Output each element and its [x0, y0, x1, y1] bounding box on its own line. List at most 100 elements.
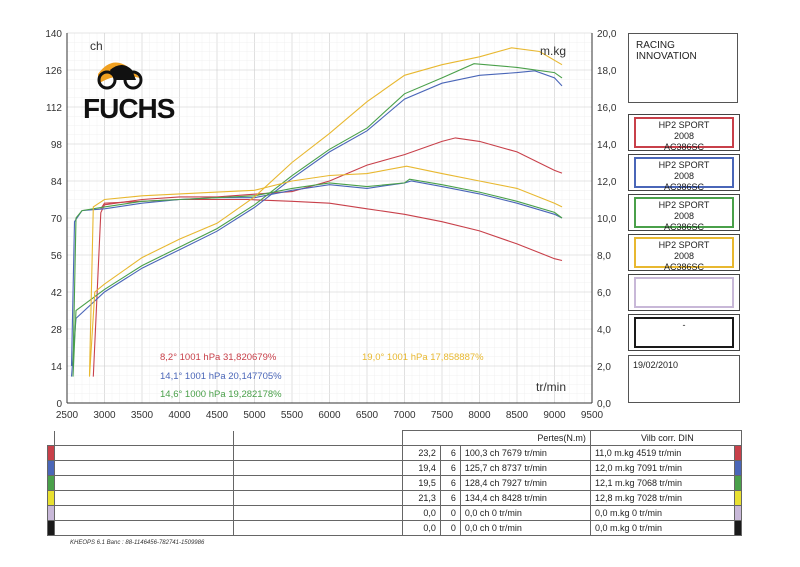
x-tick-label: 8000: [468, 410, 491, 421]
row-color-right: [734, 475, 742, 491]
torque-curve-4: [88, 165, 563, 376]
y-left-tick-label: 0: [56, 399, 62, 410]
row-blank-2: [233, 505, 403, 521]
legend-swatch: HP2 SPORT 2008 AC386SC: [634, 157, 734, 192]
row-count: 6: [439, 475, 461, 491]
row-power: 128,4 ch 7927 tr/min: [459, 475, 591, 491]
y-left-tick-label: 112: [46, 103, 62, 114]
x-tick-label: 2500: [56, 410, 79, 421]
row-power: 0,0 ch 0 tr/min: [459, 505, 591, 521]
row-blank-1: [54, 490, 234, 506]
legend-swatch: [634, 277, 734, 308]
y-left-tick-label: 42: [51, 288, 63, 299]
legend-line1: HP2 SPORT: [658, 120, 710, 130]
row-power: 0,0 ch 0 tr/min: [459, 520, 591, 536]
row-torque: 12,8 m.kg 7028 tr/min: [589, 490, 736, 506]
x-tick-label: 3500: [131, 410, 154, 421]
row-color-right: [734, 520, 742, 536]
row-torque: 12,0 m.kg 7091 tr/min: [589, 460, 736, 476]
legend-line2: 2008: [673, 171, 695, 181]
legend-line1: HP2 SPORT: [658, 160, 710, 170]
legend: HP2 SPORT 2008 AC386SC HP2 SPORT 2008 AC386SC…: [628, 114, 740, 354]
legend-line3: AC386SC: [663, 182, 705, 192]
date-box: 19/02/2010: [628, 355, 740, 403]
row-count: 0: [439, 520, 461, 536]
legend-item: -: [628, 314, 740, 351]
footer-text: KHEOPS 6.1 Banc : 88-1146456-782741-1509…: [70, 540, 205, 546]
y-right-tick-label: 0,0: [597, 399, 611, 410]
row-count: 6: [439, 445, 461, 461]
y-right-tick-label: 8,0: [597, 251, 611, 262]
results-table: Pertes(N.m) Vilb corr. DIN 23,2 6 100,3 ch…: [47, 430, 743, 536]
legend-swatch: HP2 SPORT 2008 AC386SC: [634, 237, 734, 272]
row-blank-2: [233, 475, 403, 491]
y-left-tick-label: 28: [51, 325, 63, 336]
row-pertes: 19,5: [402, 475, 441, 491]
row-color-right: [734, 460, 742, 476]
torque-curve-2: [70, 180, 563, 367]
series-annotation-1: 8,2° 1001 hPa 31,820679%: [160, 352, 277, 363]
legend-item: HP2 SPORT 2008 AC386SC: [628, 194, 740, 232]
row-torque: 0,0 m.kg 0 tr/min: [589, 520, 736, 536]
row-pertes: 19,4: [402, 460, 441, 476]
x-tick-label: 4000: [168, 410, 191, 421]
y-left-tick-label: 126: [45, 66, 62, 77]
logo-text: FUCHS: [83, 93, 175, 124]
legend-item: [628, 274, 740, 311]
chart-labels: 2500 3000 3500 4000 4500 5000 5500 6000 6500 7000…: [45, 29, 617, 421]
title-text: RACING INNOVATION: [636, 40, 697, 62]
y-left-tick-label: 140: [45, 29, 62, 40]
chart-grid: [66, 32, 593, 404]
row-power: 125,7 ch 8737 tr/min: [459, 460, 591, 476]
row-blank-1: [54, 445, 234, 461]
power-curve-2: [70, 70, 563, 377]
row-color-left: [47, 520, 55, 536]
legend-swatch: -: [634, 317, 734, 348]
y-left-tick-label: 56: [51, 251, 63, 262]
row-pertes: 23,2: [402, 445, 441, 461]
row-color-right: [734, 490, 742, 506]
date-text: 19/02/2010: [633, 360, 679, 370]
legend-swatch: HP2 SPORT 2008 AC386SC: [634, 117, 734, 152]
x-tick-label: 9500: [581, 410, 604, 421]
legend-item: HP2 SPORT 2008 AC386SC: [628, 114, 740, 152]
table-row: 19,5 6 128,4 ch 7927 tr/min 12,1 m.kg 7068 …: [47, 475, 742, 491]
table-row: 0,0 0 0,0 ch 0 tr/min 0,0 m.kg 0 tr/min: [47, 505, 742, 521]
legend-line3: AC386SC: [663, 262, 705, 272]
row-pertes: 0,0: [402, 520, 441, 536]
row-blank-2: [233, 445, 403, 461]
x-tick-label: 5500: [281, 410, 304, 421]
row-color-left: [47, 445, 55, 461]
chart-series: [70, 47, 563, 377]
legend-line1: HP2 SPORT: [658, 240, 710, 250]
row-color-left: [47, 490, 55, 506]
row-blank-1: [54, 505, 234, 521]
y-right-tick-label: 4,0: [597, 325, 611, 336]
chart-axes: [66, 33, 593, 404]
row-power: 100,3 ch 7679 tr/min: [459, 445, 591, 461]
row-count: 6: [439, 490, 461, 506]
x-tick-label: 7000: [393, 410, 416, 421]
table-header: Pertes(N.m) Vilb corr. DIN: [47, 430, 743, 446]
y-left-label: ch: [90, 39, 103, 53]
x-tick-label: 4500: [206, 410, 229, 421]
series-annotation-4: 19,0° 1001 hPa 17,858887%: [362, 352, 484, 363]
y-right-tick-label: 18,0: [597, 66, 617, 77]
fuchs-logo: FUCHS: [83, 62, 176, 124]
row-count: 6: [439, 460, 461, 476]
header-pertes: Pertes(N.m): [402, 430, 591, 446]
row-pertes: 0,0: [402, 505, 441, 521]
y-right-tick-label: 10,0: [597, 214, 617, 225]
y-right-tick-label: 16,0: [597, 103, 617, 114]
y-left-tick-label: 14: [51, 362, 63, 373]
x-tick-label: 6000: [318, 410, 341, 421]
power-curve-4: [88, 47, 563, 377]
legend-swatch: HP2 SPORT 2008 AC386SC: [634, 197, 734, 232]
row-color-right: [734, 505, 742, 521]
row-count: 0: [439, 505, 461, 521]
y-right-tick-label: 14,0: [597, 140, 617, 151]
x-tick-label: 5000: [243, 410, 266, 421]
legend-line2: 2008: [673, 251, 695, 261]
row-torque: 0,0 m.kg 0 tr/min: [589, 505, 736, 521]
row-power: 134,4 ch 8428 tr/min: [459, 490, 591, 506]
